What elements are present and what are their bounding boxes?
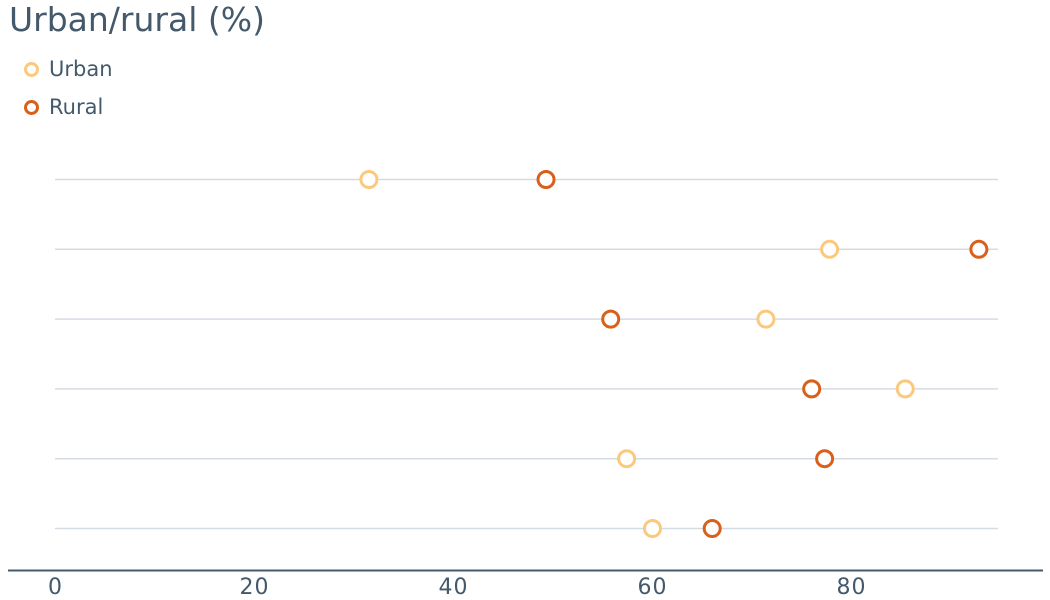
x-tick-label: 20 — [240, 575, 270, 600]
data-point-urban[interactable] — [643, 519, 662, 538]
data-point-rural[interactable] — [802, 379, 822, 399]
data-point-rural[interactable] — [601, 309, 621, 329]
data-point-urban[interactable] — [359, 170, 379, 189]
data-point-urban[interactable] — [617, 449, 637, 469]
x-tick-label: 40 — [439, 575, 469, 600]
data-point-rural[interactable] — [702, 519, 722, 538]
x-tick-label: 60 — [638, 575, 668, 600]
x-tick-label: 0 — [48, 575, 63, 600]
data-point-rural[interactable] — [815, 449, 835, 469]
legend-label-rural: Rural — [49, 95, 104, 119]
legend: Urban Rural — [24, 50, 113, 126]
legend-marker-urban-icon — [24, 61, 39, 77]
x-tick-label: 80 — [837, 575, 867, 600]
data-point-urban[interactable] — [756, 309, 776, 329]
legend-label-urban: Urban — [49, 57, 113, 81]
data-point-urban[interactable] — [820, 239, 840, 259]
legend-item-rural[interactable]: Rural — [24, 88, 113, 126]
legend-item-urban[interactable]: Urban — [24, 50, 113, 88]
legend-marker-rural-icon — [24, 99, 39, 115]
data-point-urban[interactable] — [895, 379, 915, 399]
data-point-rural[interactable] — [969, 239, 989, 259]
chart-title: Urban/rural (%) — [9, 0, 265, 39]
data-point-rural[interactable] — [536, 170, 556, 189]
